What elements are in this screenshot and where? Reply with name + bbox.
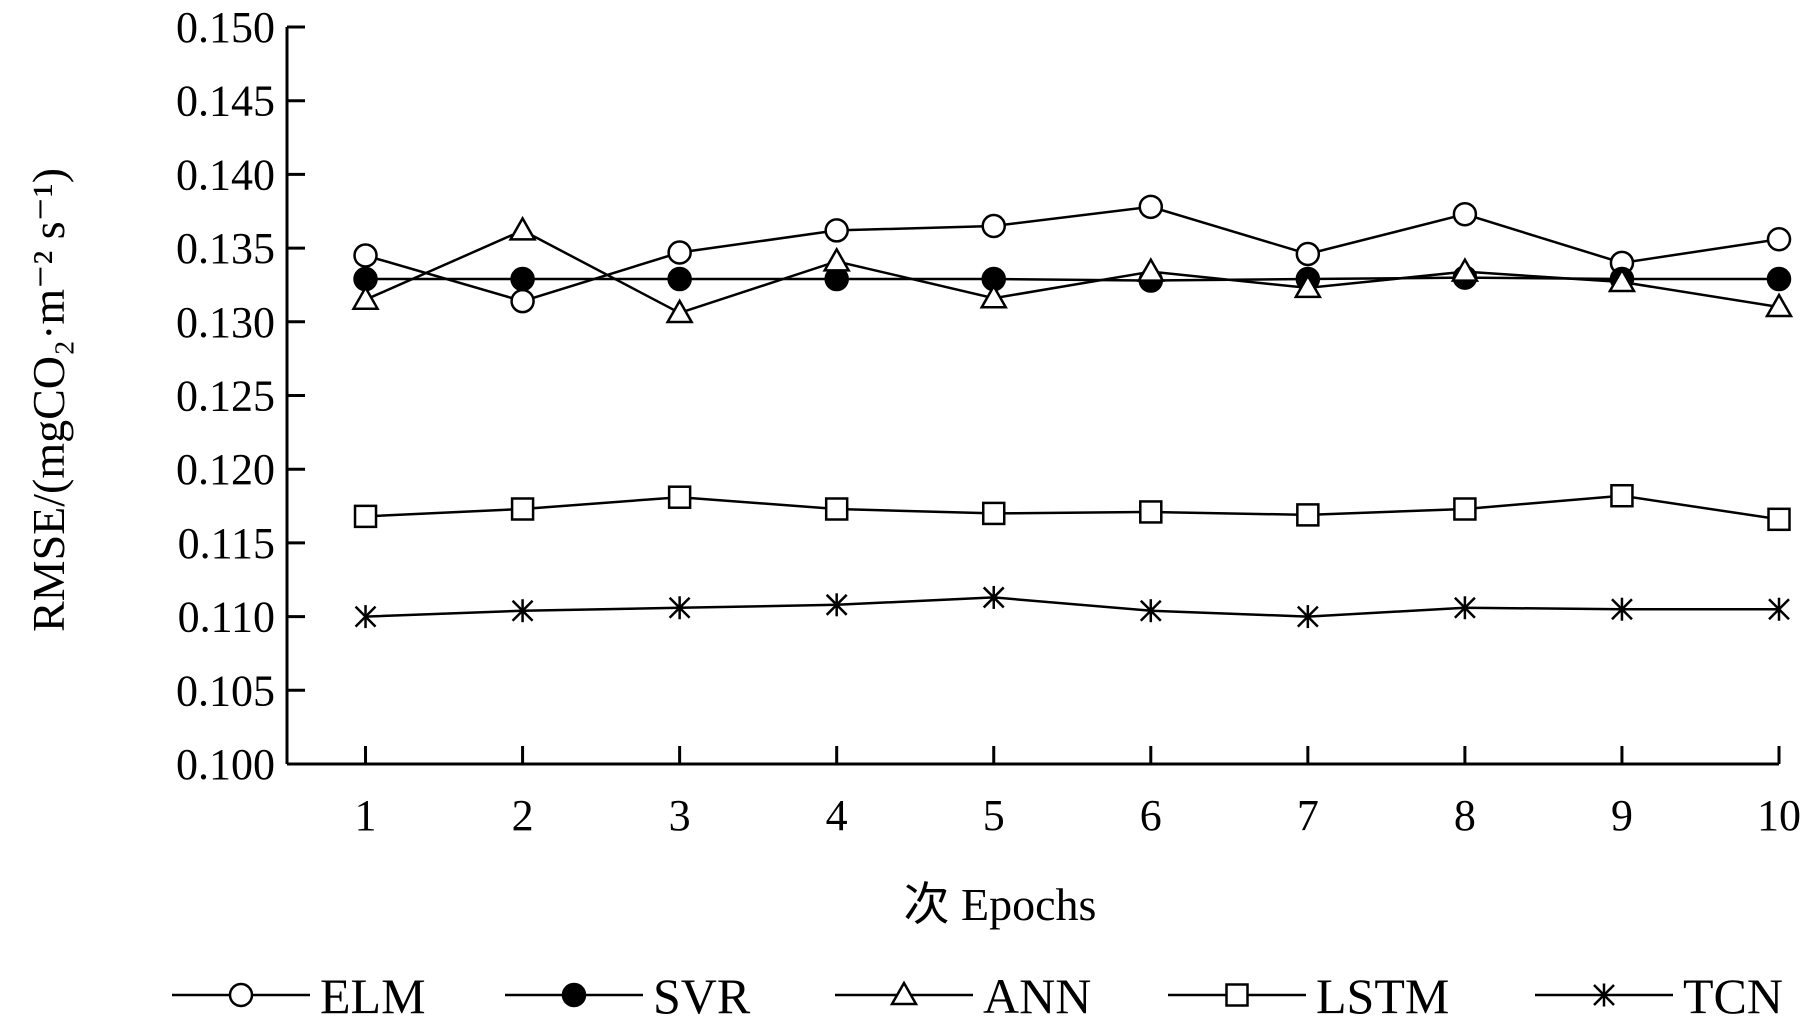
- series-tcn: [354, 585, 1790, 629]
- legend-marker: [228, 982, 254, 1008]
- y-tick-label: 0.140: [176, 150, 275, 199]
- data-point-tcn: [1611, 597, 1633, 621]
- legend-marker: [561, 982, 587, 1008]
- x-tick-label: 9: [1611, 791, 1633, 840]
- legend-marker: [889, 980, 919, 1006]
- legend-item-lstm: LSTM: [1168, 968, 1449, 1024]
- y-tick-label: 0.135: [176, 224, 275, 273]
- x-tick-label: 5: [983, 791, 1005, 840]
- legend: ELM SVR ANN LSTM TCN: [172, 968, 1783, 1024]
- data-point-elm: [1295, 241, 1321, 267]
- series-ann: [351, 215, 1794, 324]
- y-tick-label: 0.150: [176, 3, 275, 52]
- legend-label: ANN: [983, 968, 1091, 1024]
- data-point-tcn: [1139, 599, 1162, 623]
- series-line-lstm: [365, 494, 1780, 521]
- data-point-svr: [1766, 266, 1792, 292]
- data-point-lstm: [1610, 483, 1634, 508]
- x-tick-label: 10: [1757, 791, 1801, 840]
- data-point-ann: [1450, 257, 1480, 282]
- data-point-lstm: [1767, 507, 1791, 532]
- x-tick-label: 2: [512, 791, 534, 840]
- data-point-elm: [510, 288, 535, 314]
- y-tick-label: 0.125: [176, 372, 275, 421]
- series-lstm: [353, 483, 1791, 532]
- y-axis-title: RMSE/(mgCO₂·m⁻² s⁻¹): [23, 168, 74, 632]
- y-tick-label: 0.100: [176, 740, 275, 789]
- legend-label: LSTM: [1316, 968, 1449, 1024]
- x-axis-title: 次 Epochs: [904, 879, 1097, 930]
- x-tick-label: 3: [669, 791, 691, 840]
- axes: 0.100 0.105 0.110 0.115 0.120 0.125 0.130 0.135…: [176, 3, 1801, 840]
- series-line-tcn: [365, 596, 1779, 618]
- data-point-ann: [1607, 267, 1637, 293]
- data-point-lstm: [667, 485, 692, 509]
- data-point-ann: [822, 246, 851, 272]
- data-point-tcn: [354, 605, 377, 629]
- y-tick-label: 0.110: [178, 593, 275, 642]
- x-tick-label: 8: [1454, 791, 1476, 840]
- x-tick-label: 4: [826, 791, 848, 840]
- y-tick-label: 0.105: [176, 666, 275, 715]
- data-point-elm: [667, 240, 692, 265]
- data-point-elm: [1138, 194, 1164, 220]
- data-point-ann: [1136, 257, 1165, 282]
- legend-item-ann: ANN: [835, 968, 1091, 1024]
- data-point-lstm: [1139, 500, 1163, 524]
- data-point-ann: [1764, 292, 1794, 318]
- data-point-tcn: [1768, 597, 1790, 621]
- data-point-lstm: [981, 501, 1006, 526]
- legend-marker: [1225, 983, 1249, 1007]
- x-tick-label: 7: [1297, 791, 1319, 840]
- legend-label: ELM: [320, 968, 426, 1024]
- data-point-tcn: [982, 585, 1005, 609]
- data-point-lstm: [1453, 497, 1477, 521]
- legend-label: SVR: [653, 968, 751, 1024]
- data-point-ann: [508, 215, 537, 241]
- data-point-tcn: [1454, 596, 1476, 620]
- x-tick-label: 1: [355, 791, 377, 840]
- data-point-svr: [667, 266, 692, 292]
- data-point-lstm: [510, 497, 535, 521]
- y-tick-label: 0.145: [176, 77, 275, 126]
- data-point-elm: [981, 213, 1006, 239]
- data-point-svr: [510, 266, 535, 292]
- legend-item-tcn: TCN: [1535, 968, 1783, 1024]
- data-point-lstm: [824, 497, 849, 521]
- y-tick-label: 0.130: [176, 298, 275, 347]
- data-point-ann: [351, 285, 380, 310]
- data-point-tcn: [1296, 605, 1319, 629]
- legend-item-elm: ELM: [172, 968, 426, 1024]
- data-point-lstm: [1296, 503, 1320, 527]
- data-point-elm: [824, 218, 849, 243]
- legend-item-svr: SVR: [505, 968, 751, 1024]
- series-line-svr: [365, 276, 1779, 282]
- y-tick-label: 0.115: [178, 519, 275, 568]
- data-point-elm: [1452, 201, 1478, 227]
- series-line-ann: [365, 229, 1780, 315]
- data-point-ann: [1293, 273, 1322, 299]
- data-point-tcn: [511, 599, 534, 623]
- series-elm: [353, 194, 1792, 314]
- data-point-tcn: [825, 593, 848, 617]
- legend-marker: [1593, 983, 1615, 1007]
- data-point-elm: [353, 243, 378, 268]
- data-point-elm: [1766, 227, 1792, 252]
- series-layer: [351, 194, 1794, 629]
- y-tick-label: 0.120: [176, 445, 275, 494]
- data-point-ann: [979, 283, 1008, 309]
- data-point-tcn: [668, 596, 691, 620]
- data-point-ann: [665, 298, 694, 324]
- data-point-lstm: [353, 504, 378, 529]
- x-tick-label: 6: [1140, 791, 1162, 840]
- legend-label: TCN: [1683, 968, 1783, 1024]
- series-line-elm: [365, 205, 1780, 303]
